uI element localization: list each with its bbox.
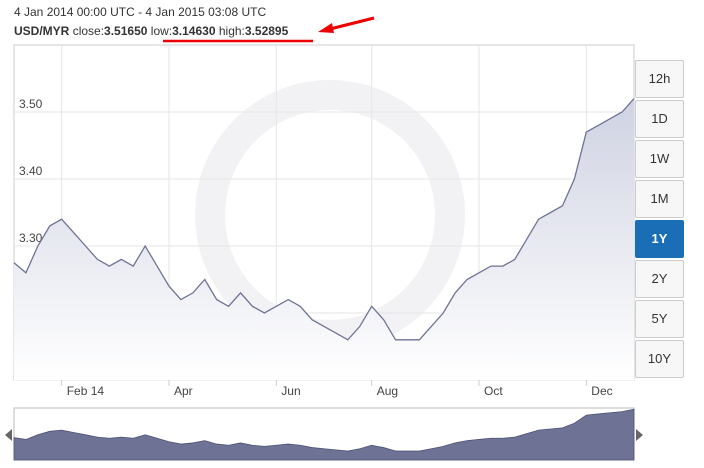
annotation-arrow (329, 16, 375, 31)
x-tick-label: Jun (281, 384, 300, 398)
high-value: 3.52895 (244, 24, 289, 38)
arrow-head (318, 23, 334, 33)
range-button[interactable]: 1M (635, 180, 684, 218)
range-button[interactable]: 2Y (635, 260, 684, 298)
y-tick-label: 3.40 (19, 164, 43, 178)
x-tick-label: Dec (591, 384, 612, 398)
x-tick-label: Aug (377, 384, 398, 398)
close-value: 3.51650 (104, 24, 148, 38)
range-button[interactable]: 10Y (635, 340, 684, 378)
y-tick-label: 3.50 (19, 97, 43, 111)
area (14, 98, 634, 380)
nav-handle-left[interactable] (5, 429, 12, 441)
navigator-area (13, 408, 635, 461)
range-button[interactable]: 1Y (635, 220, 684, 258)
close-label: close: (72, 24, 105, 38)
range-button[interactable]: 1W (635, 140, 684, 178)
line (13, 98, 635, 341)
date-range: 4 Jan 2014 00:00 UTC - 4 Jan 2015 03:08 … (14, 5, 267, 19)
pair: USD/MYR (14, 24, 70, 38)
high-label: high: (218, 24, 245, 38)
x-tick-label: Apr (174, 384, 193, 398)
range-button[interactable]: 1D (635, 100, 684, 138)
quote-line: USD/MYR close:3.51650 low:3.14630 high:3… (14, 24, 288, 38)
y-tick-label: 3.30 (19, 231, 43, 245)
range-button[interactable]: 12h (635, 60, 684, 98)
x-tick-label: Oct (484, 384, 503, 398)
x-tick-label: Feb 14 (67, 384, 105, 398)
nav-handle-right[interactable] (636, 429, 643, 441)
range-button[interactable]: 5Y (635, 300, 684, 338)
low-label: low: (150, 24, 173, 38)
low-value: 3.14630 (172, 24, 216, 38)
